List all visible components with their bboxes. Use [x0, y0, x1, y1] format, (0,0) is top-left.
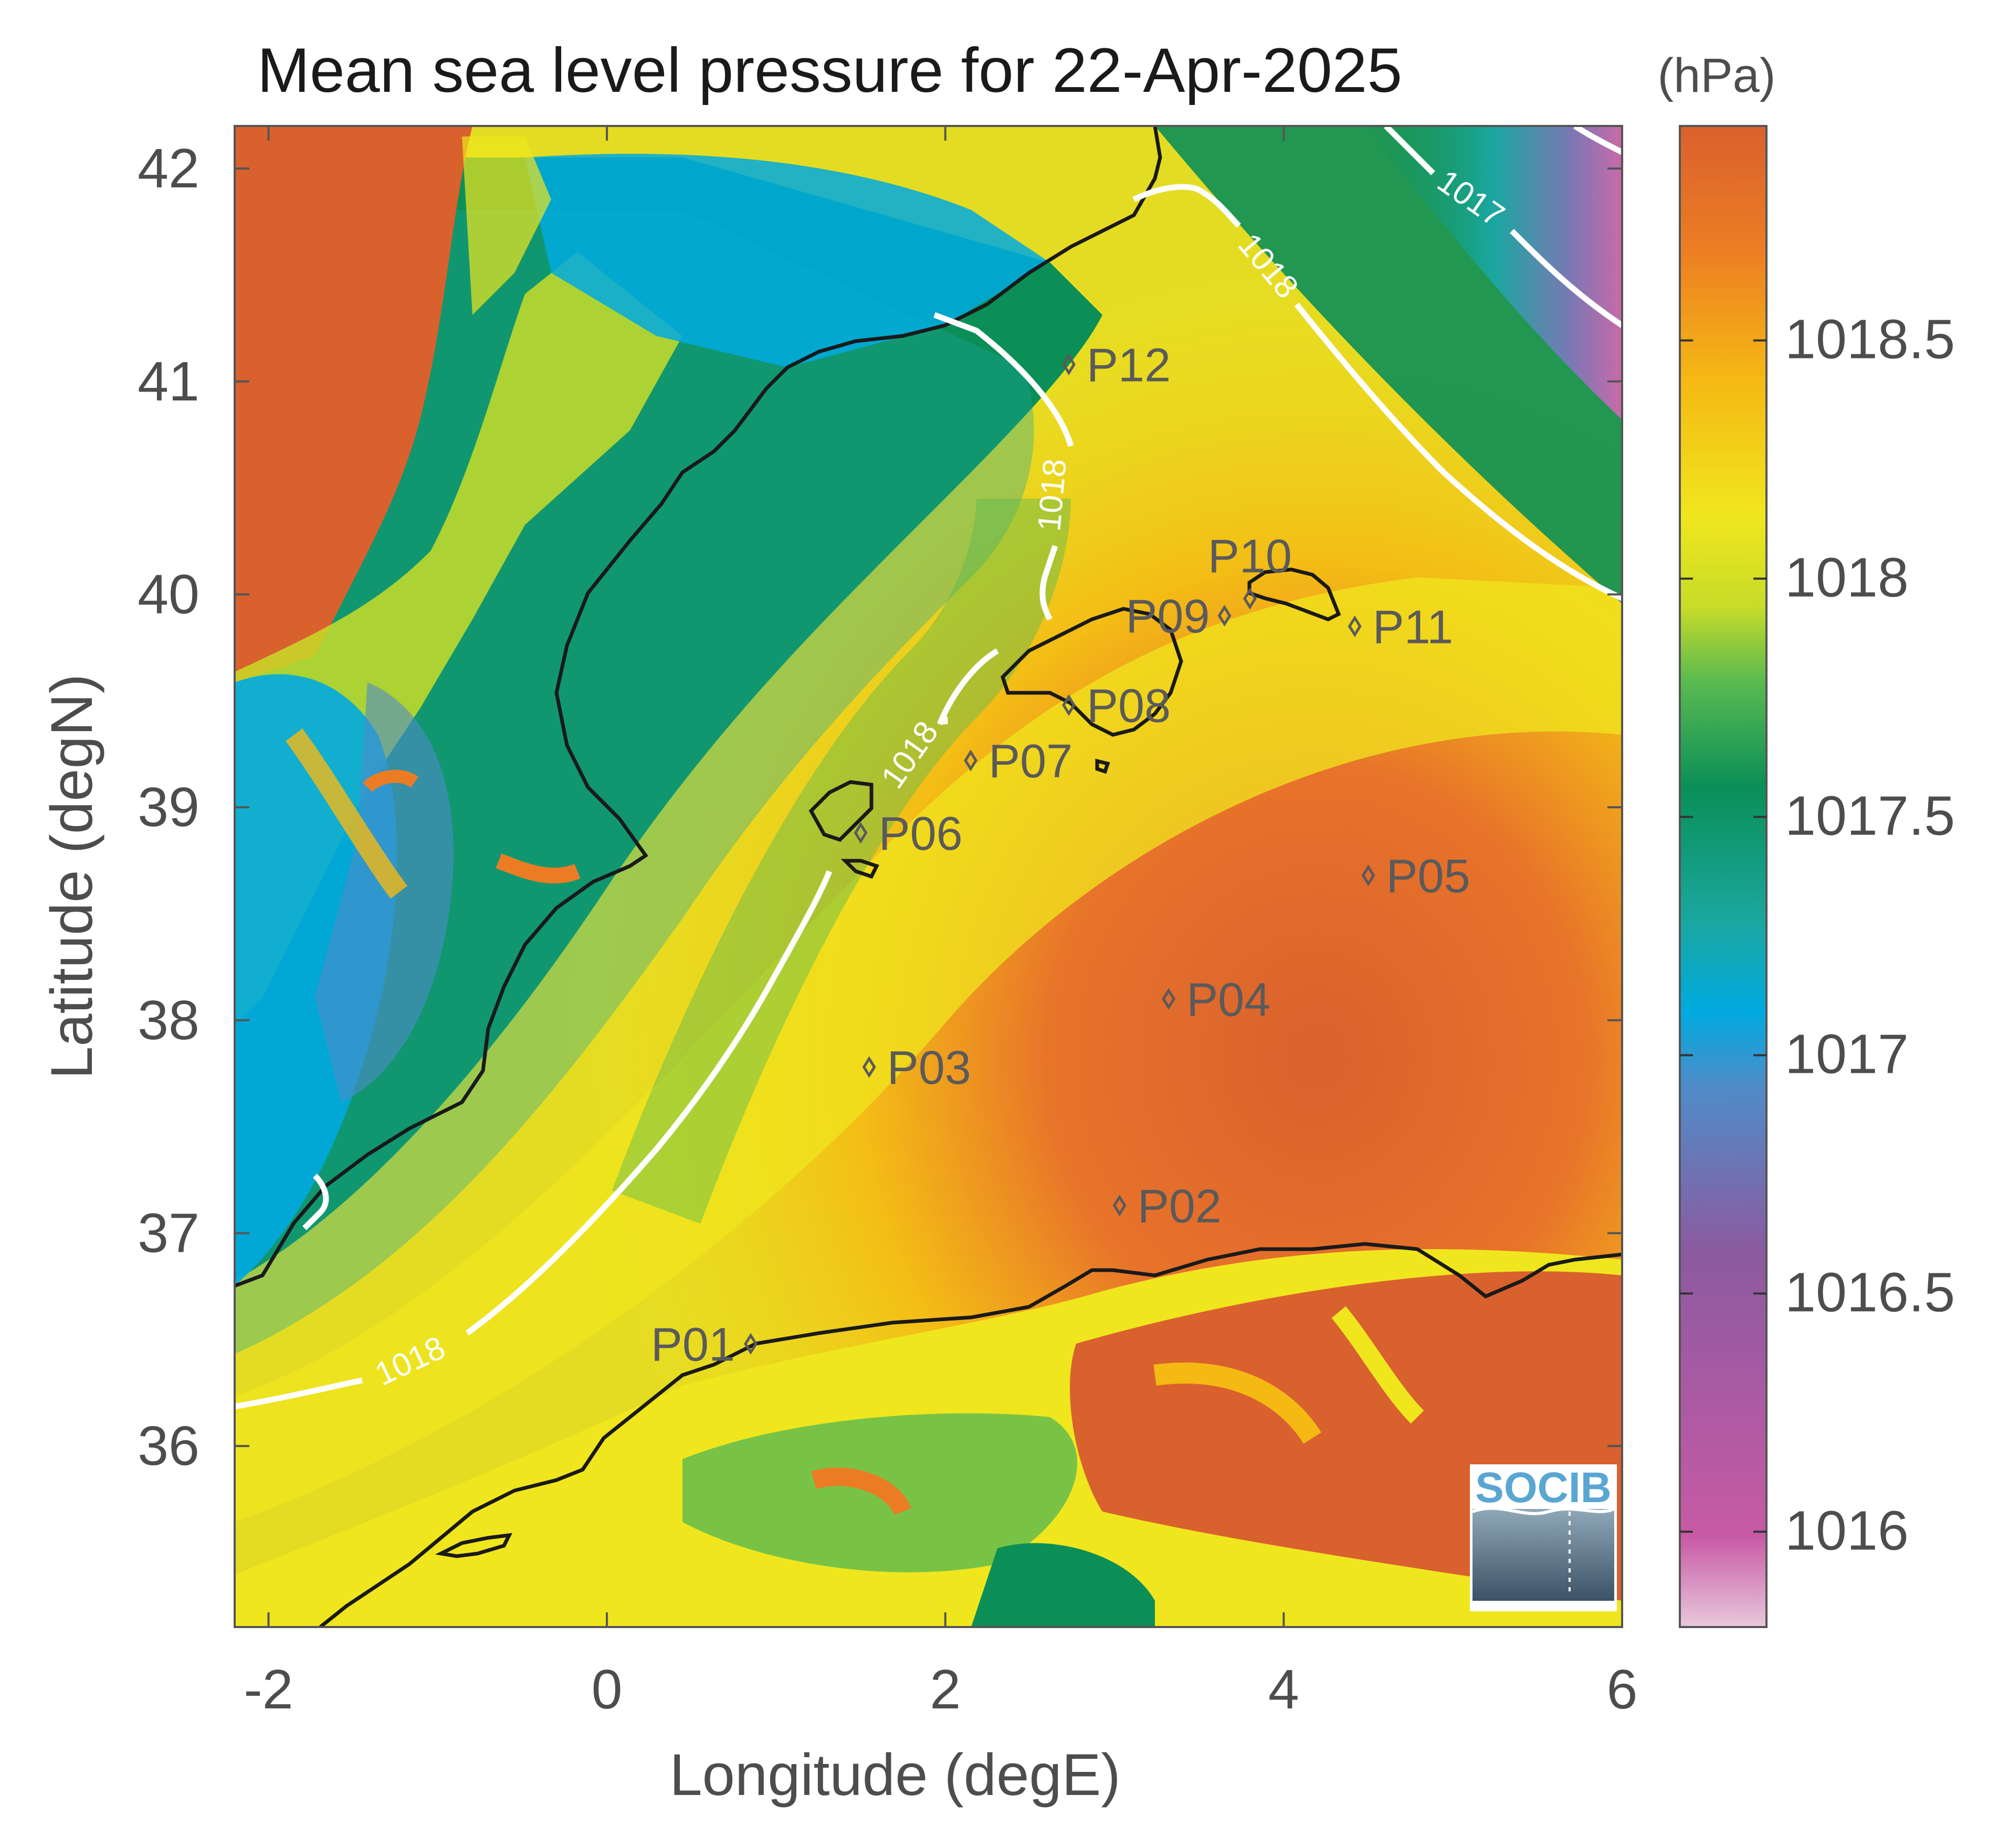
station-label: P06: [879, 808, 963, 860]
island-menorca: [1247, 567, 1341, 621]
colorbar-units: (hPa): [1658, 49, 1776, 102]
y-axis-ticks: 36 37 38 39 40 41 42: [138, 138, 1622, 1477]
contour-label: 1018: [1031, 458, 1074, 533]
island-formentera: [840, 859, 879, 879]
colorbar-tick-label: 1018.5: [1785, 309, 1955, 371]
station-p11[interactable]: P11: [1348, 601, 1453, 653]
contour-1018-south: [235, 870, 833, 1410]
station-label: P04: [1186, 974, 1270, 1026]
y-tick-label: 39: [138, 776, 199, 838]
station-marker-icon: [1217, 605, 1232, 627]
station-marker-icon: [1348, 615, 1362, 638]
station-p09[interactable]: P09: [1126, 590, 1232, 643]
iberian-coastline: [235, 126, 1162, 1288]
logo-text: SOCIB: [1475, 1464, 1612, 1512]
station-marker-icon: [862, 1056, 876, 1078]
station-p01[interactable]: P01: [651, 1318, 758, 1371]
colorbar-tick-label: 1018: [1785, 547, 1909, 609]
y-tick-label: 38: [138, 989, 199, 1051]
y-tick-label: 41: [138, 351, 199, 413]
colorbar-ticks: 1016 1016.5 1017 1017.5 1018 1018.5: [1680, 309, 1955, 1561]
contour-1018-coast: [302, 1174, 329, 1230]
colorbar: [1679, 125, 1768, 1628]
station-label: P05: [1386, 850, 1470, 903]
station-marker-icon: [744, 1333, 758, 1355]
contour-1018-mid: [937, 648, 999, 726]
station-label: P11: [1373, 601, 1453, 653]
station-label: P09: [1126, 590, 1209, 643]
station-p06[interactable]: P06: [854, 808, 963, 860]
station-marker-icon: [1361, 864, 1375, 886]
station-markers: P01 P02 P03 P04 P05 P06 P07 P08 P09 P10 P11 P12: [651, 339, 1470, 1371]
station-marker-icon: [1062, 694, 1076, 716]
station-marker-icon: [1243, 587, 1257, 610]
station-p04[interactable]: P04: [1162, 974, 1270, 1026]
colorbar-tick-label: 1017.5: [1785, 785, 1955, 847]
island-mallorca: [1000, 607, 1183, 737]
station-p10[interactable]: P10: [1208, 531, 1292, 610]
island-alboran: [435, 1533, 513, 1558]
figure-title: Mean sea level pressure for 22-Apr-2025: [257, 35, 1402, 105]
station-label: P12: [1087, 339, 1171, 392]
y-tick-label: 36: [138, 1415, 199, 1477]
y-tick-label: 37: [138, 1202, 199, 1264]
station-label: P10: [1208, 531, 1292, 583]
socib-logo: SOCIB: [1470, 1464, 1617, 1611]
island-ibiza: [808, 780, 874, 842]
y-tick-label: 40: [138, 563, 199, 625]
colorbar-tick-label: 1017: [1785, 1023, 1909, 1085]
contour-1018-north: [1132, 184, 1622, 601]
african-coastline: [319, 1242, 1622, 1627]
station-marker-icon: [1112, 1195, 1127, 1217]
station-p08[interactable]: P08: [1062, 680, 1171, 732]
station-label: P02: [1138, 1180, 1222, 1233]
station-p05[interactable]: P05: [1361, 850, 1470, 903]
y-tick-label: 42: [138, 138, 199, 199]
x-tick-label: 2: [930, 1659, 961, 1720]
x-axis-label: Longitude (degE): [669, 1742, 1120, 1808]
colorbar-tick-label: 1016.5: [1785, 1261, 1955, 1323]
x-axis-ticks: -2 0 2 4 6: [244, 126, 1637, 1720]
contour-1017: [1384, 126, 1622, 328]
station-marker-icon: [1062, 353, 1076, 376]
station-p07[interactable]: P07: [964, 735, 1072, 788]
station-marker-icon: [1162, 988, 1176, 1010]
x-tick-label: 4: [1268, 1659, 1299, 1720]
contour-1018-west: [933, 312, 1074, 621]
station-label: P01: [651, 1318, 735, 1371]
x-tick-label: 6: [1607, 1659, 1638, 1720]
contours: [235, 126, 1622, 1410]
station-marker-icon: [854, 822, 868, 844]
x-tick-label: 0: [592, 1659, 623, 1720]
plot-frame: [234, 125, 1623, 1628]
station-label: P03: [887, 1042, 971, 1094]
station-marker-icon: [964, 749, 978, 772]
station-p12[interactable]: P12: [1062, 339, 1171, 392]
station-label: P08: [1087, 680, 1171, 732]
colorbar-tick-label: 1016: [1785, 1499, 1909, 1561]
station-label: P07: [988, 735, 1072, 788]
station-p03[interactable]: P03: [862, 1042, 971, 1094]
station-p02[interactable]: P02: [1112, 1180, 1222, 1233]
pressure-field: [235, 126, 1622, 1627]
y-axis-label: Latitude (degN): [39, 674, 104, 1079]
x-tick-label: -2: [244, 1659, 293, 1720]
island-cabrera: [1095, 758, 1110, 774]
coastlines: [235, 126, 1622, 1627]
